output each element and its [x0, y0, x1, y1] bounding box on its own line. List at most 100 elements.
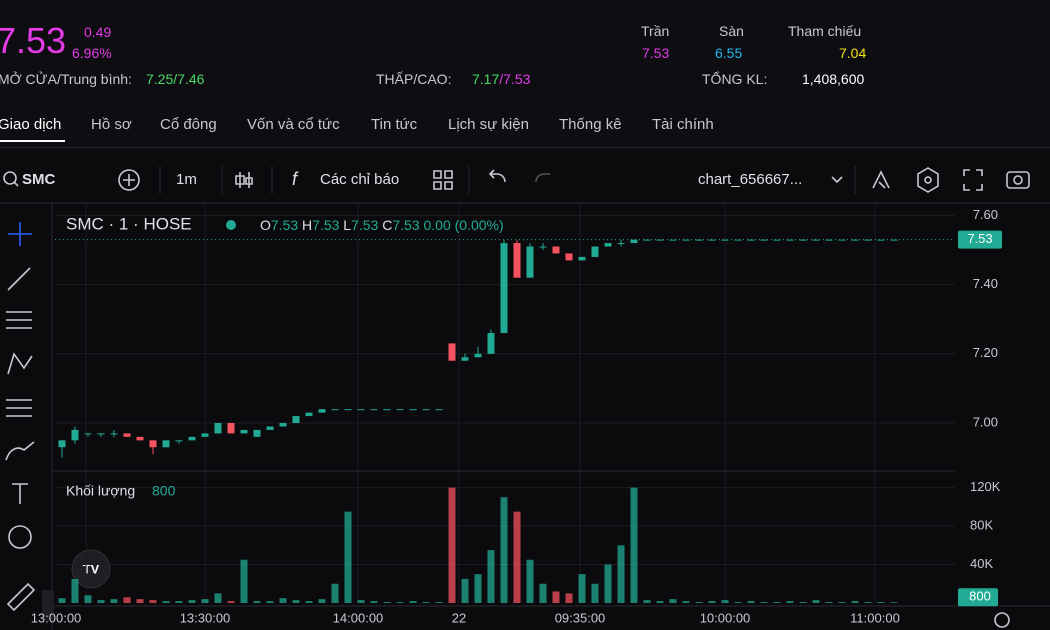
candle-body — [188, 436, 196, 441]
value: 7.53 — [503, 71, 531, 87]
price: 7.53 — [0, 20, 67, 61]
volume-bar — [695, 602, 703, 603]
projection-tool[interactable] — [6, 399, 32, 417]
add-icon[interactable] — [123, 174, 135, 186]
label: MỞ CỬA/Trung bình: — [0, 71, 132, 87]
settings-icon[interactable] — [994, 612, 1010, 628]
divider — [0, 147, 1050, 148]
candle-body — [97, 433, 105, 435]
volume-bar — [84, 595, 92, 603]
volume-bar — [786, 601, 794, 603]
logo[interactable] — [71, 549, 111, 589]
symbol[interactable]: SMC — [22, 171, 56, 188]
candle-body — [591, 246, 599, 257]
candle-body — [344, 409, 352, 411]
tab[interactable]: Thống kê — [559, 116, 622, 133]
candle-body — [578, 256, 586, 261]
candle-body — [500, 243, 508, 334]
candle-body — [552, 246, 560, 254]
volume-bar — [253, 601, 261, 603]
brush-tool[interactable] — [5, 441, 35, 461]
candle-body — [630, 239, 638, 244]
tab[interactable]: Hồ sơ — [91, 116, 132, 133]
candle-body — [357, 409, 365, 411]
fullscreen-icon[interactable] — [963, 169, 983, 191]
undo-icon[interactable] — [488, 169, 506, 183]
line-tool[interactable] — [7, 267, 31, 291]
candle-body — [786, 239, 794, 241]
volume-bar — [175, 601, 183, 603]
legend-value: 7.53 — [392, 217, 419, 233]
candle-body — [110, 433, 118, 435]
collapse-button[interactable] — [42, 590, 54, 620]
change-pct: 6.96% — [72, 45, 112, 61]
crosshair-tool[interactable] — [8, 222, 32, 246]
fx-icon[interactable]: f — [292, 169, 299, 189]
legend-change: 0.00 (0.00%) — [424, 217, 504, 233]
settings-icon[interactable] — [917, 167, 939, 193]
volume-bar — [487, 550, 495, 603]
volume-bar — [292, 600, 300, 603]
candle-body — [318, 409, 326, 413]
interval[interactable]: 1m — [176, 171, 197, 188]
label: TỔNG KL: — [702, 71, 768, 87]
volume-bar — [747, 601, 755, 603]
candle-body — [721, 239, 729, 241]
tab[interactable]: Vốn và cổ tức — [247, 116, 340, 133]
tab[interactable]: Lịch sự kiện — [448, 116, 529, 133]
alert-icon[interactable] — [872, 170, 890, 189]
candle-body — [409, 409, 417, 411]
settings-icon[interactable] — [924, 176, 932, 184]
tab[interactable]: Tin tức — [371, 116, 418, 133]
candle-body — [461, 357, 469, 361]
volume-bar — [201, 599, 209, 603]
volume-bar — [318, 599, 326, 603]
candle-body — [175, 440, 183, 442]
legend-value: 7.53 — [271, 217, 298, 233]
tab[interactable]: Giao dịch — [0, 116, 62, 133]
volume-bar — [708, 601, 716, 603]
change: 0.49 — [84, 24, 112, 40]
candle-body — [825, 239, 833, 241]
camera-icon[interactable] — [1006, 171, 1030, 189]
logo[interactable]: TV — [83, 561, 100, 576]
candle-body — [526, 246, 534, 278]
dropdown-icon[interactable] — [831, 176, 843, 184]
volume-bar — [188, 600, 196, 603]
volume-bar — [838, 602, 846, 603]
candle-body — [877, 239, 885, 241]
volume-bar — [513, 511, 521, 603]
fib-tool[interactable] — [6, 311, 32, 329]
chart-name[interactable]: chart_656667... — [698, 171, 802, 188]
ruler-tool[interactable] — [6, 582, 36, 612]
x-tick-label: 13:00:00 — [31, 610, 82, 625]
candle-body — [292, 416, 300, 424]
volume-bar — [656, 601, 664, 603]
volume-bar — [851, 601, 859, 603]
volume-bar — [825, 602, 833, 603]
last-price-label: 7.53 — [967, 231, 992, 246]
y-tick-label: 7.60 — [973, 207, 998, 222]
text-tool[interactable] — [12, 483, 28, 504]
layout-icon[interactable] — [433, 170, 453, 190]
volume-bar — [331, 583, 339, 603]
volume-tag — [958, 588, 998, 607]
pattern-tool[interactable] — [7, 352, 33, 375]
ohlc-legend: O7.53 H7.53 L7.53 C7.53 0.00 (0.00%) — [260, 217, 504, 233]
volume-bar — [305, 601, 313, 603]
candle-icon[interactable] — [235, 172, 253, 188]
candle-body — [539, 246, 547, 248]
volume-bar — [227, 601, 235, 603]
tab[interactable]: Cổ đông — [160, 116, 217, 133]
indicators[interactable]: Các chỉ báo — [320, 171, 399, 188]
x-tick-label: 09:35:00 — [555, 610, 606, 625]
camera-icon[interactable] — [1013, 175, 1023, 185]
candle-body — [617, 243, 625, 245]
emoji-tool[interactable] — [8, 525, 32, 549]
add-icon[interactable] — [118, 169, 140, 191]
volume-bar — [734, 602, 742, 603]
volume-bar — [71, 578, 79, 603]
tab[interactable]: Tài chính — [652, 116, 714, 133]
